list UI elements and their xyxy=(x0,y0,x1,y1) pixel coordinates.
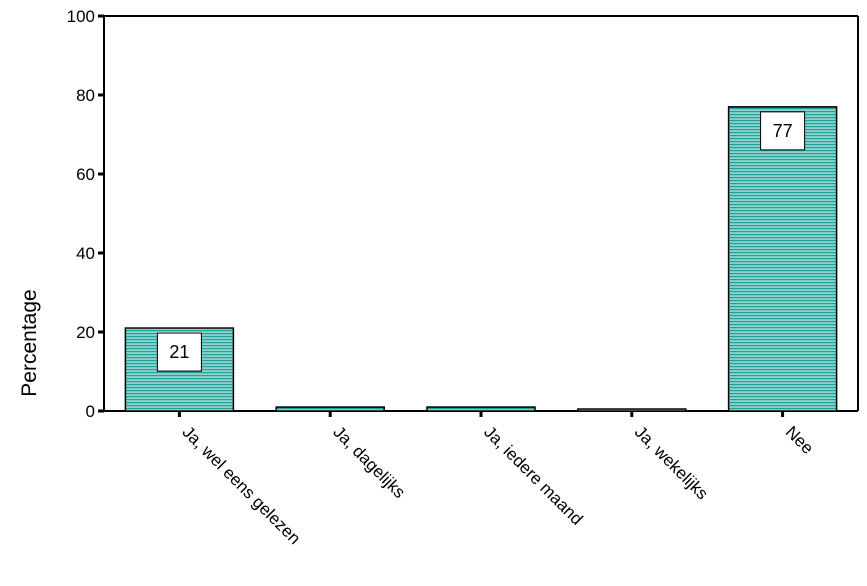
bar xyxy=(729,107,837,411)
x-category-label: Ja, iedere maand xyxy=(480,422,586,528)
bar xyxy=(427,407,535,411)
data-label: 21 xyxy=(169,342,189,362)
data-label: 77 xyxy=(773,121,793,141)
y-tick-label: 0 xyxy=(86,402,95,421)
y-tick-label: 60 xyxy=(76,165,95,184)
y-tick-label: 40 xyxy=(76,244,95,263)
bar xyxy=(578,409,686,411)
x-category-label: Ja, wekelijks xyxy=(631,422,712,503)
y-tick-label: 80 xyxy=(76,86,95,105)
bar xyxy=(276,407,384,411)
y-axis-title: Percentage xyxy=(18,289,41,396)
x-category-label: Ja, dagelijks xyxy=(329,422,409,502)
x-category-label: Nee xyxy=(782,422,817,457)
plot-area: 0 20 40 60 80 100 Ja, wel eens gelezen 21 Ja, da… xyxy=(67,7,858,548)
y-tick-label: 100 xyxy=(67,7,95,26)
x-category-label: Ja, wel eens gelezen xyxy=(179,422,305,548)
y-tick-label: 20 xyxy=(76,323,95,342)
